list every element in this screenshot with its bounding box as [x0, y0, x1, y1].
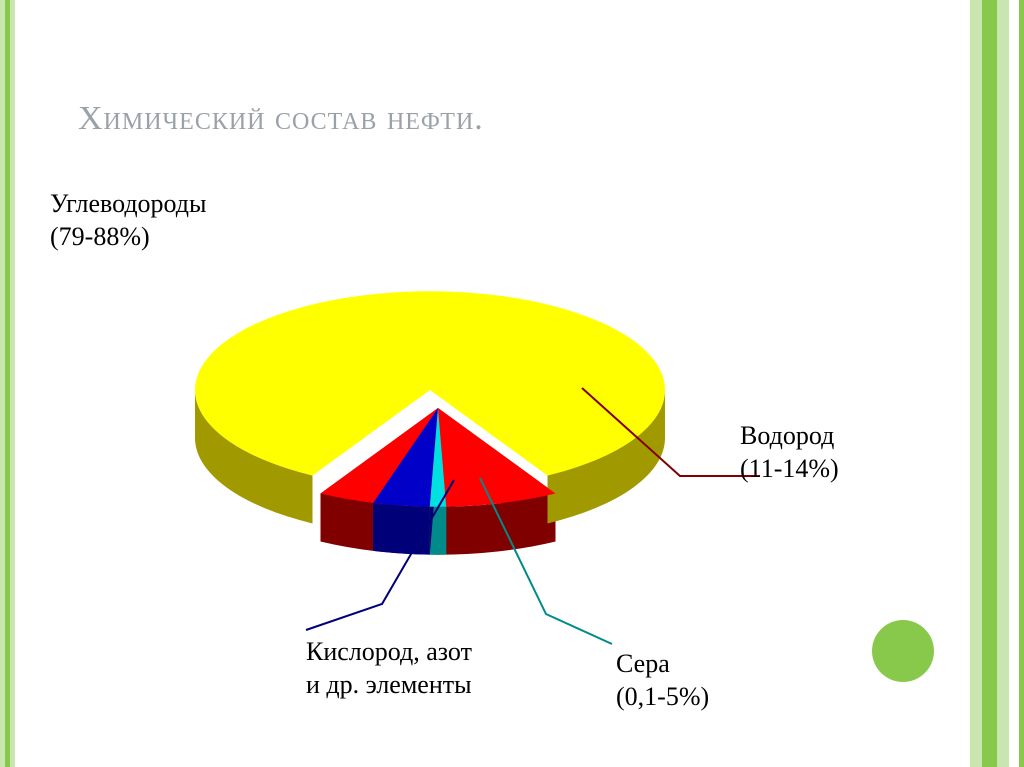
label-sulfur-line2: (0,1-5%)	[616, 681, 709, 714]
label-hydrogen-line2: (11-14%)	[740, 453, 839, 486]
label-hydrocarbons: Углеводороды (79-88%)	[50, 188, 207, 253]
label-oxygen-other: Кислород, азот и др. элементы	[306, 636, 472, 701]
label-hydrocarbons-line1: Углеводороды	[50, 188, 207, 221]
accent-circle-icon	[872, 620, 934, 682]
label-oxygen-other-line2: и др. элементы	[306, 669, 472, 702]
oil-composition-pie-chart	[0, 0, 1024, 767]
label-hydrocarbons-line2: (79-88%)	[50, 221, 207, 254]
label-oxygen-other-line1: Кислород, азот	[306, 636, 472, 669]
label-sulfur: Сера (0,1-5%)	[616, 648, 709, 713]
label-hydrogen-line1: Водород	[740, 420, 839, 453]
slide: Химический состав нефти. Углеводороды (7…	[0, 0, 1024, 767]
label-hydrogen: Водород (11-14%)	[740, 420, 839, 485]
label-sulfur-line1: Сера	[616, 648, 709, 681]
